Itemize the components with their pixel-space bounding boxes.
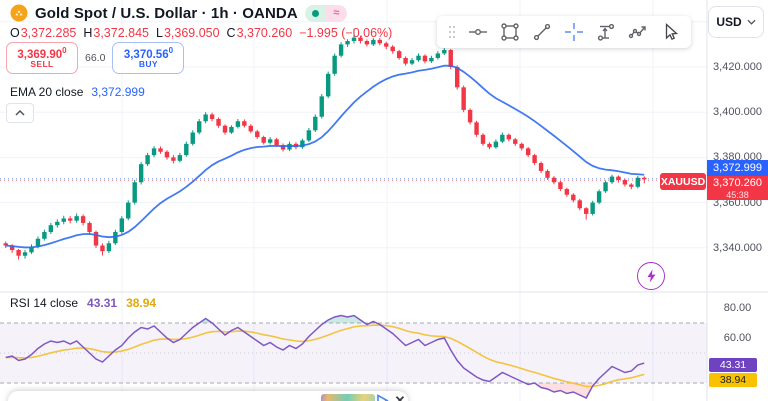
market-open-dot-icon bbox=[304, 4, 326, 22]
last-price-badge: 3,370.260 45:38 bbox=[707, 176, 768, 200]
open-value: 3,372.285 bbox=[20, 26, 77, 40]
sell-button[interactable]: 3,369.900 SELL bbox=[6, 42, 78, 74]
change-value: −1.995 (−0.06%) bbox=[299, 26, 393, 40]
zigzag-arrow-tool-icon[interactable] bbox=[625, 19, 651, 45]
rsi-ma-value-badge: 38.94 bbox=[709, 373, 757, 387]
measure-tool-icon[interactable] bbox=[593, 19, 619, 45]
bar-countdown: 45:38 bbox=[726, 189, 749, 200]
ad-choices-icon[interactable] bbox=[376, 394, 389, 401]
high-value: 3,372.845 bbox=[93, 26, 149, 40]
axis-tick-label: 3,420.000 bbox=[713, 61, 762, 73]
drawing-toolbar bbox=[437, 16, 691, 48]
rsi-legend-title: RSI 14 close bbox=[10, 296, 79, 310]
low-value: 3,369.050 bbox=[163, 26, 220, 40]
ema-legend-value: 3,372.999 bbox=[91, 85, 145, 99]
cursor-tool-icon[interactable] bbox=[657, 19, 683, 45]
rectangle-tool-icon[interactable] bbox=[497, 19, 523, 45]
trade-panel: 3,369.900 SELL 66.0 3,370.560 BUY bbox=[6, 42, 185, 74]
trend-line-tool-icon[interactable] bbox=[529, 19, 555, 45]
ad-close-button[interactable]: ✕ bbox=[394, 393, 406, 401]
ema-legend-title: EMA 20 close bbox=[10, 85, 84, 99]
toolbar-drag-handle[interactable] bbox=[445, 19, 459, 45]
buy-button[interactable]: 3,370.560 BUY bbox=[112, 42, 185, 74]
instant-trading-button[interactable] bbox=[637, 262, 665, 290]
rsi-value-badge: 43.31 bbox=[709, 358, 757, 372]
rsi-legend: RSI 14 close 43.31 38.94 bbox=[10, 296, 156, 310]
ad-banner: ✕ bbox=[8, 391, 408, 401]
axis-tick-label: 3,400.000 bbox=[713, 106, 762, 119]
close-label: C bbox=[226, 26, 236, 40]
chevron-up-icon bbox=[15, 110, 25, 116]
symbol-price-label: XAUUSD bbox=[660, 173, 706, 190]
price-axis[interactable]: 3,372.999 3,370.260 45:38 43.31 38.94 3,… bbox=[707, 0, 768, 401]
last-price-value: 3,370.260 bbox=[713, 177, 762, 189]
close-value: 3,370.260 bbox=[236, 26, 293, 40]
gold-coin-icon bbox=[10, 4, 28, 22]
crosshair-tool-icon[interactable] bbox=[561, 19, 587, 45]
ohlc-row: O 3,372.285 H 3,372.845 L 3,369.050 C 3,370.… bbox=[10, 26, 392, 40]
open-label: O bbox=[10, 26, 20, 40]
collapse-legend-button[interactable] bbox=[6, 103, 34, 123]
currency-selector[interactable]: USD bbox=[708, 6, 764, 38]
lightning-icon bbox=[647, 269, 655, 283]
delayed-data-icon: ≈ bbox=[325, 4, 347, 22]
currency-label: USD bbox=[716, 15, 742, 29]
axis-tick-label: 3,340.000 bbox=[713, 241, 762, 254]
rsi-legend-value: 43.31 bbox=[87, 296, 118, 310]
header: Gold Spot / U.S. Dollar · 1h · OANDA ≈ bbox=[10, 4, 347, 22]
high-label: H bbox=[83, 26, 93, 40]
horizontal-line-tool-icon[interactable] bbox=[465, 19, 491, 45]
ad-thumbnail[interactable] bbox=[321, 394, 375, 401]
market-status-pill[interactable]: ≈ bbox=[304, 4, 347, 22]
axis-tick-label: 80.00 bbox=[723, 302, 752, 314]
low-label: L bbox=[155, 26, 163, 40]
ema-legend: EMA 20 close 3,372.999 bbox=[10, 85, 145, 99]
rsi-legend-ma-value: 38.94 bbox=[126, 296, 157, 310]
axis-tick-label: 60.00 bbox=[723, 332, 752, 344]
symbol-title: Gold Spot / U.S. Dollar · 1h · OANDA bbox=[35, 4, 298, 22]
chevron-down-icon bbox=[747, 19, 756, 25]
spread-value: 66.0 bbox=[85, 52, 106, 64]
ema-price-badge: 3,372.999 bbox=[707, 160, 768, 176]
